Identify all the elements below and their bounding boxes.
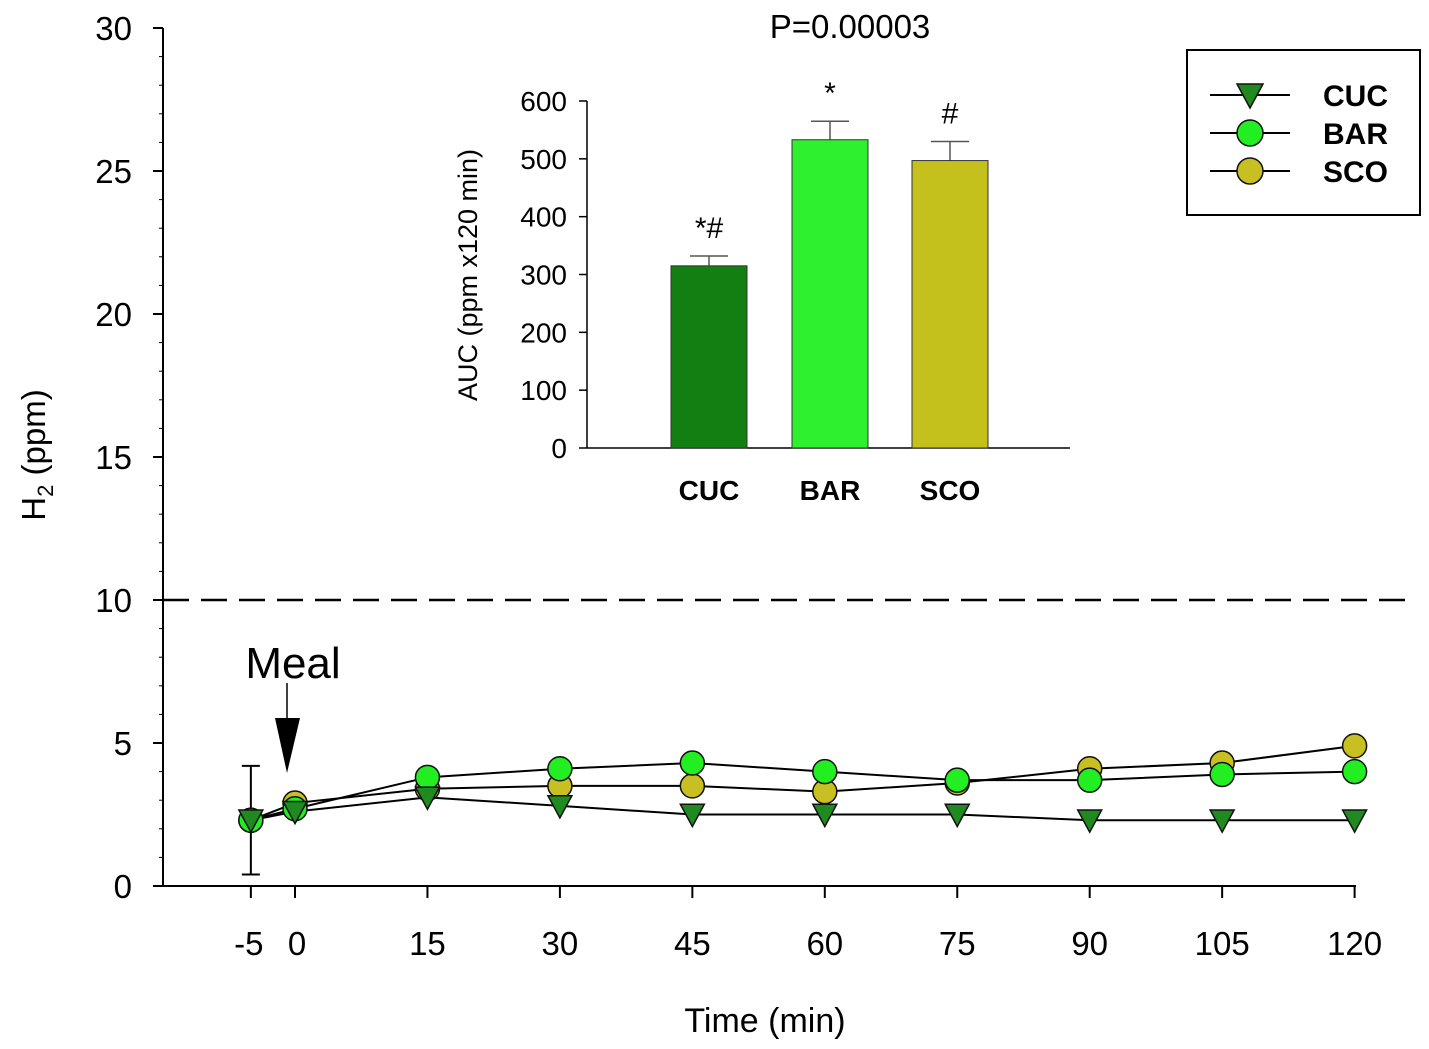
inset-y-tick-label: 300 [520, 260, 567, 291]
data-point-bar [1076, 767, 1103, 793]
bar-bar [791, 139, 869, 449]
series-line-cuc [250, 796, 1355, 822]
data-point-cuc [1076, 809, 1103, 834]
inset-y-axis-label: AUC (ppm x120 min) [453, 149, 483, 401]
data-point-bar [812, 758, 838, 785]
series-line-sco [250, 744, 1355, 822]
inset-x-label-sco: SCO [920, 475, 981, 506]
legend-marker-sco [1236, 157, 1264, 185]
legend-label-cuc: CUC [1323, 80, 1388, 113]
meal-label: Meal [245, 639, 340, 688]
y-axis-label-rest: (ppm) [15, 389, 52, 484]
x-axis-label: Time (min) [684, 1002, 845, 1040]
y-axis-label: H2 (ppm) [15, 389, 58, 520]
inset-y-tick-label: 600 [520, 86, 567, 117]
x-tick-label: 105 [1195, 925, 1250, 962]
inset-y-tick-label: 200 [520, 317, 567, 348]
y-tick-label: 20 [95, 296, 132, 333]
data-point-cuc [237, 809, 265, 834]
meal-arrow-icon [275, 718, 300, 773]
y-axis-label-sub: 2 [33, 485, 58, 497]
x-tick-label: -5 [234, 925, 263, 962]
y-tick-label: 25 [95, 153, 132, 190]
data-point-cuc [546, 794, 574, 820]
y-tick-label: 15 [95, 439, 132, 476]
inset-x-label-cuc: CUC [679, 475, 740, 506]
data-point-bar [944, 767, 970, 793]
legend-marker-cuc [1235, 83, 1265, 110]
inset-y-tick-label: 500 [520, 144, 567, 175]
x-tick-label: 45 [674, 925, 711, 962]
x-tick-label: 90 [1071, 925, 1108, 962]
inset-y-tick-label: 100 [520, 375, 567, 406]
bar-cuc [670, 265, 748, 449]
legend-label-sco: SCO [1323, 156, 1388, 189]
data-point-cuc [1208, 809, 1236, 834]
data-point-bar [1341, 758, 1368, 785]
x-tick-label: 60 [806, 925, 843, 962]
y-tick-label: 5 [114, 725, 132, 762]
data-point-bar [679, 750, 706, 776]
inset-x-label-bar: BAR [800, 475, 861, 506]
bar-annotation-cuc: *# [695, 212, 724, 245]
legend-label-bar: BAR [1323, 118, 1388, 151]
data-point-cuc [811, 803, 839, 829]
y-tick-label: 10 [95, 582, 132, 619]
data-point-cuc [1341, 809, 1368, 834]
series-line-bar [250, 762, 1355, 822]
y-tick-label: 0 [114, 868, 132, 905]
x-tick-label: 0 [288, 925, 306, 962]
legend-marker-bar [1236, 119, 1264, 147]
bar-sco [911, 160, 989, 449]
data-point-cuc [414, 786, 441, 811]
bar-annotation-bar: * [824, 77, 836, 110]
legend: CUC BAR SCO [1186, 49, 1421, 216]
x-tick-label: 15 [409, 925, 446, 962]
data-point-bar [1209, 761, 1235, 788]
data-point-sco [1341, 733, 1368, 759]
data-point-sco [679, 773, 706, 799]
data-point-bar [547, 755, 573, 782]
x-tick-label: 30 [542, 925, 579, 962]
inset-auc-bar-chart: 0 100 200 300 400 500 600 AUC (ppm x120 min) P=0… [453, 8, 1070, 506]
data-point-cuc [679, 803, 706, 829]
inset-y-tick-label: 400 [520, 202, 567, 233]
bar-annotation-sco: # [942, 97, 959, 130]
data-point-cuc [943, 803, 971, 829]
y-tick-label: 30 [95, 10, 132, 47]
x-tick-label: 75 [939, 925, 976, 962]
x-tick-label: 120 [1327, 925, 1382, 962]
data-point-bar [414, 764, 441, 791]
inset-title-p-value: P=0.00003 [770, 8, 931, 45]
y-axis-label-main: H [15, 497, 52, 521]
data-point-cuc [281, 800, 309, 826]
inset-y-tick-label: 0 [551, 433, 567, 464]
